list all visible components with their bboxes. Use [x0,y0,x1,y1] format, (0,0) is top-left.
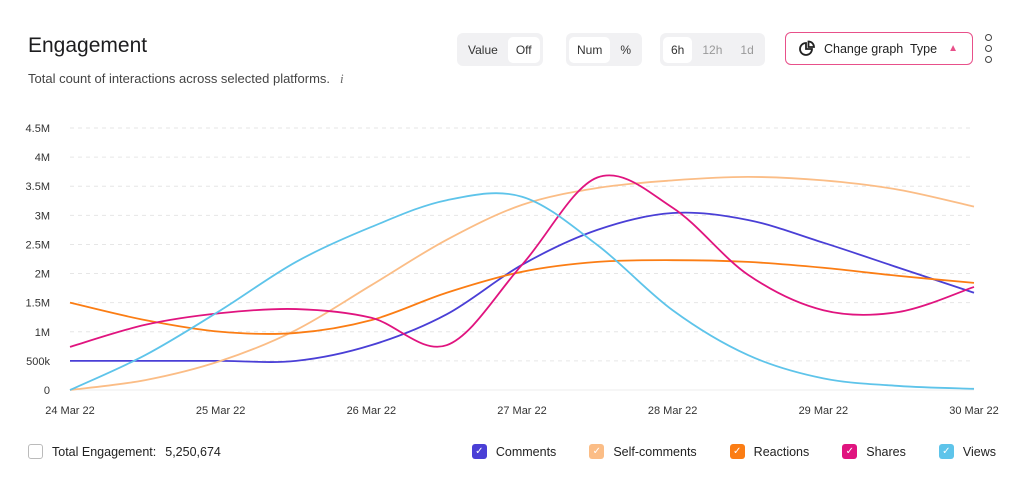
total-engagement-value: 5,250,674 [165,444,221,459]
page-title: Engagement [28,34,148,57]
y-tick-label: 3.5M [26,181,50,193]
y-tick-label: 1M [35,327,50,339]
interval-6h[interactable]: 6h [663,36,693,63]
y-tick-label: 1.5M [26,298,50,310]
value-off-option[interactable]: Off [507,36,540,63]
total-engagement-label: Total Engagement: [52,444,157,459]
interval-1d[interactable]: 1d [740,42,754,57]
legend-label: Shares [866,444,906,459]
x-tick-label: 29 Mar 22 [799,405,849,417]
chart-footer: Total Engagement: 5,250,674 ✓ Comments ✓ Se… [0,444,1024,464]
legend-label: Self-comments [613,444,697,459]
legend-checkbox[interactable]: ✓ [938,444,954,459]
interval-12h[interactable]: 12h [702,42,723,57]
value-label[interactable]: Value [468,42,498,57]
total-engagement: Total Engagement: 5,250,674 [28,444,221,459]
legend: ✓ Comments ✓ Self-comments ✓ Reactions ✓ Shares… [471,444,996,459]
change-graph-label: Change graph Type [824,41,938,56]
unit-toggle: Num % [566,33,643,66]
legend-item-comments[interactable]: ✓ Comments [471,444,557,459]
page-subtitle: Total count of interactions across selec… [28,71,344,87]
legend-checkbox[interactable]: ✓ [471,444,487,459]
value-toggle: Value Off [457,33,543,66]
x-tick-label: 28 Mar 22 [648,405,698,417]
y-tick-label: 3M [35,210,50,222]
y-tick-label: 0 [44,385,50,397]
y-tick-label: 500k [26,356,50,368]
info-icon[interactable]: i [340,71,344,86]
x-tick-label: 25 Mar 22 [196,405,246,417]
series-line-shares [69,174,975,348]
num-option[interactable]: Num [569,36,611,63]
legend-item-shares[interactable]: ✓ Shares [842,444,906,459]
y-tick-label: 4M [35,152,50,164]
x-tick-label: 27 Mar 22 [497,405,547,417]
percent-option[interactable]: % [620,42,632,57]
x-tick-label: 26 Mar 22 [347,405,397,417]
y-tick-label: 2.5M [26,239,50,251]
total-engagement-checkbox[interactable] [28,444,43,459]
legend-checkbox[interactable]: ✓ [589,444,605,459]
chevron-up-icon: ▲ [948,43,958,54]
legend-checkbox[interactable]: ✓ [842,444,858,459]
legend-label: Comments [495,444,557,459]
pie-chart-icon [799,40,815,56]
legend-label: Reactions [753,444,810,459]
x-tick-label: 30 Mar 22 [949,405,999,417]
y-tick-label: 4.5M [26,123,50,135]
engagement-chart: 0 500k 1M 1.5M 2M 2.5M 3M 3.5M 4M 4.5M 24 Mar 22 25… [26,123,999,417]
change-graph-type-button[interactable]: Change graph Type ▲ [785,32,973,65]
legend-checkbox[interactable]: ✓ [729,444,745,459]
legend-label: Views [962,444,996,459]
more-options-icon[interactable] [985,34,992,63]
series-line-reactions [69,259,975,335]
series-line-self-comments [69,176,975,391]
y-tick-label: 2M [35,269,50,281]
series-line-views [69,192,975,391]
legend-item-reactions[interactable]: ✓ Reactions [729,444,810,459]
subtitle-text: Total count of interactions across selec… [28,71,331,86]
series-line-comments [70,211,975,363]
legend-item-views[interactable]: ✓ Views [938,444,996,459]
interval-toggle: 6h 12h 1d [660,33,765,66]
x-tick-label: 24 Mar 22 [45,405,95,417]
legend-item-self-comments[interactable]: ✓ Self-comments [589,444,697,459]
